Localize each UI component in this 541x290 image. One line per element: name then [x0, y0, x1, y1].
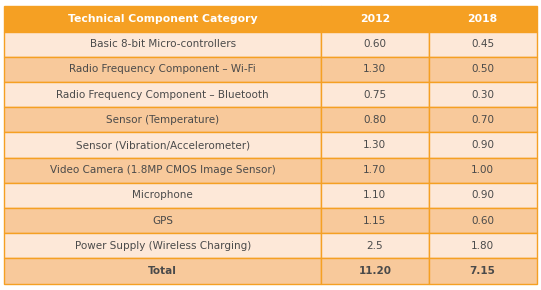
Text: Total: Total	[148, 266, 177, 276]
Text: 0.70: 0.70	[471, 115, 494, 125]
Text: Sensor (Vibration/Accelerometer): Sensor (Vibration/Accelerometer)	[76, 140, 250, 150]
Bar	[428, 133, 537, 157]
Bar	[428, 233, 537, 258]
Bar	[321, 107, 428, 133]
Text: Radio Frequency Component – Wi-Fi: Radio Frequency Component – Wi-Fi	[69, 64, 256, 75]
Bar	[4, 133, 321, 157]
Text: Video Camera (1.8MP CMOS Image Sensor): Video Camera (1.8MP CMOS Image Sensor)	[50, 165, 275, 175]
Text: 0.60: 0.60	[471, 215, 494, 226]
Bar	[4, 258, 321, 284]
Text: 2.5: 2.5	[366, 241, 383, 251]
Text: 2018: 2018	[467, 14, 498, 24]
Text: 1.70: 1.70	[363, 165, 386, 175]
Text: 0.60: 0.60	[364, 39, 386, 49]
Text: Basic 8-bit Micro-controllers: Basic 8-bit Micro-controllers	[90, 39, 236, 49]
Bar	[321, 183, 428, 208]
Bar	[4, 157, 321, 183]
Text: 1.30: 1.30	[363, 140, 386, 150]
Bar	[321, 32, 428, 57]
Bar	[428, 183, 537, 208]
Text: 1.00: 1.00	[471, 165, 494, 175]
Bar	[321, 82, 428, 107]
Text: Technical Component Category: Technical Component Category	[68, 14, 258, 24]
Bar	[321, 6, 428, 32]
Text: 0.50: 0.50	[471, 64, 494, 75]
Text: 11.20: 11.20	[358, 266, 391, 276]
Bar	[428, 157, 537, 183]
Bar	[4, 183, 321, 208]
Text: 0.75: 0.75	[363, 90, 386, 99]
Text: 0.90: 0.90	[471, 140, 494, 150]
Bar	[4, 6, 321, 32]
Text: 0.90: 0.90	[471, 191, 494, 200]
Bar	[4, 233, 321, 258]
Bar	[321, 233, 428, 258]
Bar	[4, 208, 321, 233]
Text: 0.45: 0.45	[471, 39, 494, 49]
Text: 0.30: 0.30	[471, 90, 494, 99]
Text: 1.30: 1.30	[363, 64, 386, 75]
Bar	[428, 107, 537, 133]
Text: 1.80: 1.80	[471, 241, 494, 251]
Bar	[428, 82, 537, 107]
Bar	[321, 57, 428, 82]
Bar	[428, 258, 537, 284]
Text: 2012: 2012	[360, 14, 390, 24]
Text: Sensor (Temperature): Sensor (Temperature)	[106, 115, 219, 125]
Bar	[4, 57, 321, 82]
Bar	[321, 133, 428, 157]
Bar	[4, 82, 321, 107]
Bar	[321, 258, 428, 284]
Bar	[428, 57, 537, 82]
Text: GPS: GPS	[152, 215, 173, 226]
Bar	[4, 107, 321, 133]
Bar	[428, 32, 537, 57]
Bar	[321, 157, 428, 183]
Text: 1.10: 1.10	[363, 191, 386, 200]
Text: 7.15: 7.15	[470, 266, 496, 276]
Text: Microphone: Microphone	[133, 191, 193, 200]
Bar	[321, 208, 428, 233]
Bar	[428, 6, 537, 32]
Bar	[428, 208, 537, 233]
Text: Power Supply (Wireless Charging): Power Supply (Wireless Charging)	[75, 241, 251, 251]
Text: Radio Frequency Component – Bluetooth: Radio Frequency Component – Bluetooth	[56, 90, 269, 99]
Text: 0.80: 0.80	[364, 115, 386, 125]
Text: 1.15: 1.15	[363, 215, 386, 226]
Bar	[4, 32, 321, 57]
